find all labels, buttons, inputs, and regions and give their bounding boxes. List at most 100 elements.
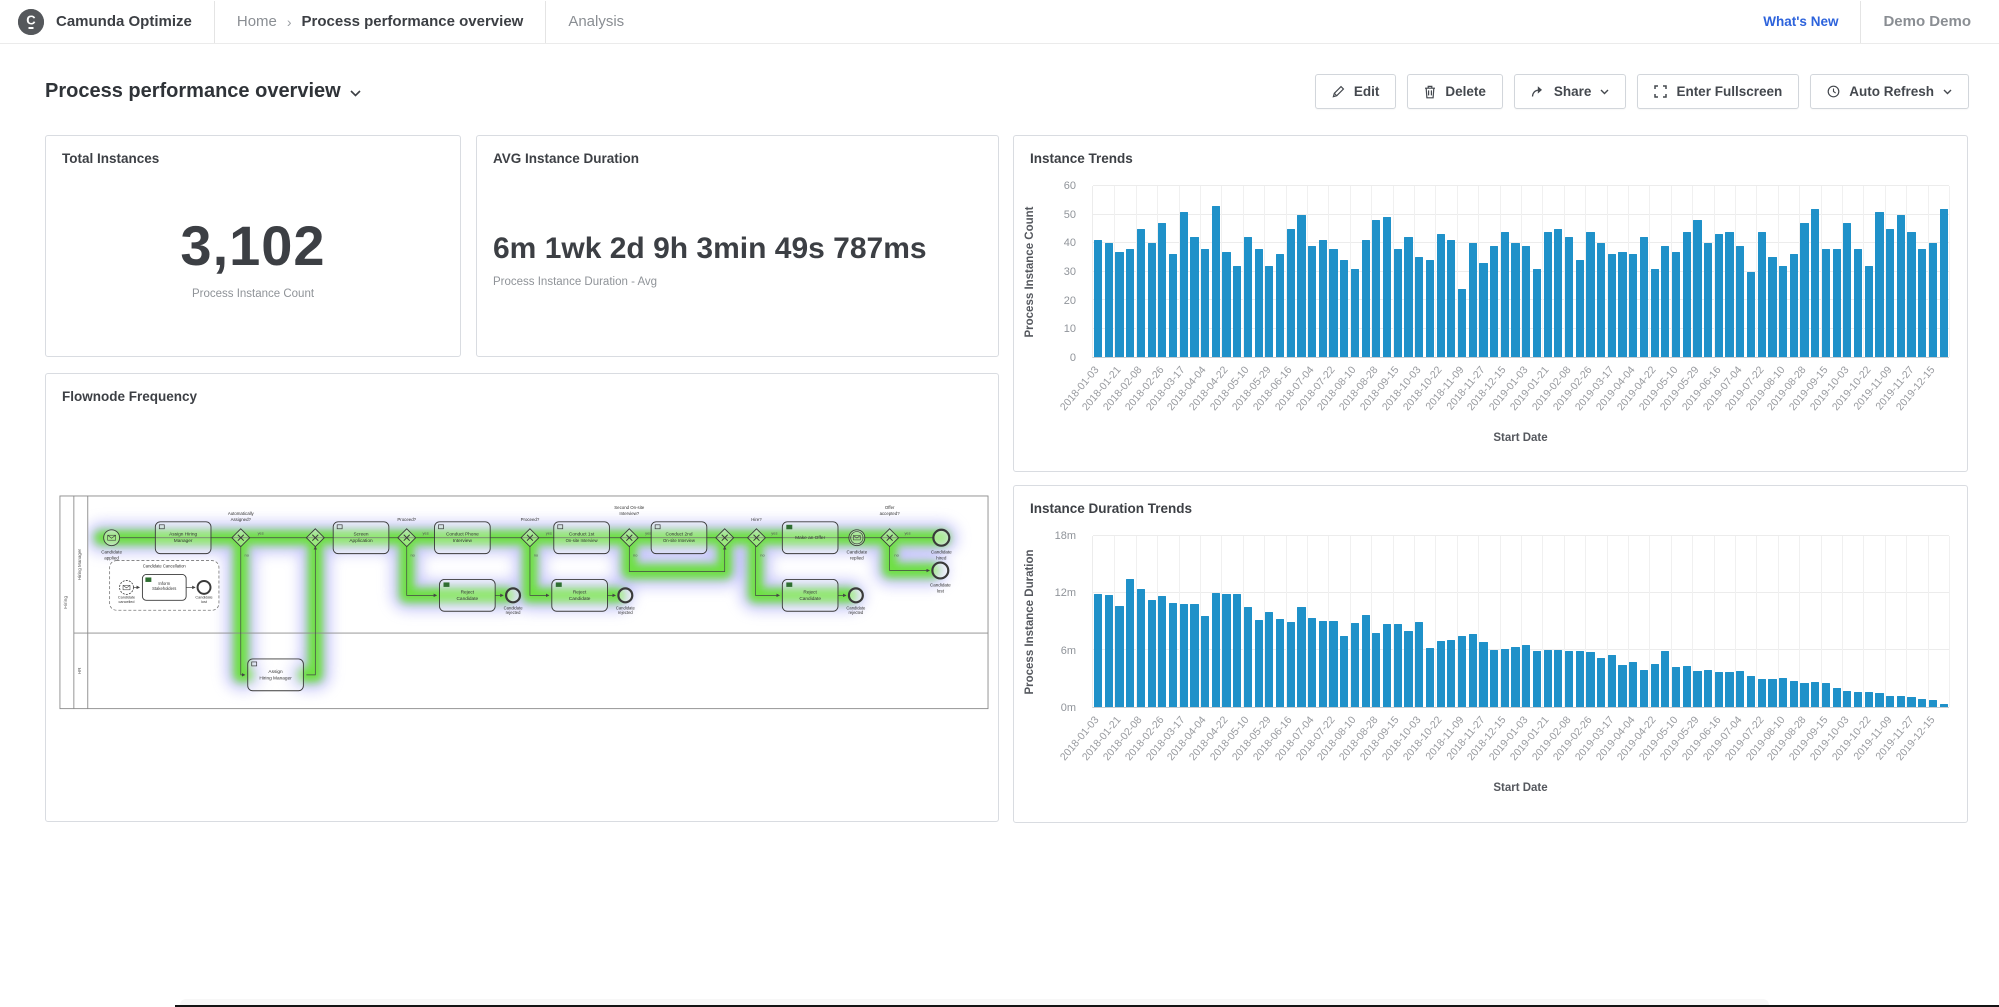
y-tick-label: 12m (1054, 587, 1076, 600)
total-instances-caption: Process Instance Count (191, 288, 315, 300)
bar (1404, 237, 1413, 357)
gridline (1200, 186, 1201, 357)
bar (1682, 231, 1691, 357)
bar (1554, 650, 1563, 707)
gridline (1285, 186, 1287, 357)
tab-analysis[interactable]: Analysis (568, 13, 625, 30)
gridline (1285, 536, 1287, 707)
bar (1201, 248, 1210, 357)
total-instances-card: Total Instances 3,102 Process Instance C… (45, 135, 461, 357)
bar (1136, 228, 1146, 357)
bar (1843, 690, 1852, 707)
bars (1093, 186, 1949, 357)
chevron-down-icon (1943, 89, 1952, 94)
bpmn-label: Candidate (504, 605, 524, 610)
camunda-logo-icon[interactable]: C (18, 8, 44, 35)
y-tick-label: 18m (1054, 530, 1076, 542)
bar (1211, 205, 1220, 357)
gridline (1906, 186, 1908, 357)
bpmn-label: Conduct Phone (446, 532, 479, 538)
bpmn-label: Hire? (751, 517, 762, 522)
bar (1564, 650, 1574, 707)
dashboard-title-dropdown[interactable]: Process performance overview (45, 80, 361, 103)
bar (1746, 271, 1756, 357)
gridline (1670, 536, 1672, 707)
gridline (1884, 186, 1886, 357)
bar (1736, 245, 1745, 357)
task-hr-assign-hiring-manager (247, 658, 304, 692)
gridline (1863, 536, 1865, 707)
bar (1736, 670, 1745, 707)
bpmn-label: Candidate (930, 582, 951, 587)
auto-refresh-button[interactable]: Auto Refresh (1810, 74, 1969, 109)
whats-new-link[interactable]: What's New (1763, 14, 1839, 29)
bar (1586, 231, 1595, 357)
bar (1714, 234, 1723, 357)
bar (1543, 650, 1552, 707)
enter-fullscreen-button[interactable]: Enter Fullscreen (1637, 74, 1800, 109)
bpmn-label: no (245, 553, 250, 558)
breadcrumb: Home › Process performance overview (237, 13, 523, 30)
bpmn-label: no (534, 553, 539, 558)
bpmn-label: Assign Hiring (169, 532, 197, 538)
y-tick-label: 10 (1063, 323, 1076, 336)
bar (1789, 254, 1798, 357)
end-event-candidate-rejected-3 (847, 587, 864, 604)
gridline (1521, 536, 1522, 707)
bpmn-tasks (141, 521, 839, 692)
bpmn-label: yes (771, 531, 777, 536)
bpmn-label: Application (349, 538, 373, 544)
gridline (1093, 535, 1949, 536)
toolbar: Edit Delete Share Enter Fullscreen Auto … (1314, 74, 1969, 109)
bar (1704, 243, 1713, 357)
bpmn-label: Candidate (616, 605, 636, 610)
y-axis-title: Process Instance Count (1024, 206, 1036, 338)
share-button[interactable]: Share (1513, 74, 1627, 109)
bpmn-label: Interview? (619, 511, 639, 516)
bar (1286, 228, 1295, 357)
nav-divider (1860, 0, 1862, 43)
bar (1939, 208, 1948, 357)
bar (1168, 602, 1178, 707)
gridline (1927, 186, 1929, 357)
gridline (1135, 536, 1137, 707)
bar (1329, 248, 1338, 357)
bar (1939, 704, 1948, 707)
gridline (1756, 536, 1758, 707)
delete-button[interactable]: Delete (1407, 74, 1503, 109)
gridline (1328, 536, 1330, 707)
clock-icon (1827, 85, 1840, 98)
nav-divider (545, 0, 547, 43)
bar (1821, 683, 1831, 707)
bpmn-label: Reject (573, 589, 587, 595)
bar (1147, 599, 1156, 707)
bar (1853, 248, 1863, 357)
bar (1393, 248, 1402, 357)
bpmn-label: yes (258, 531, 264, 536)
bar (1104, 243, 1113, 357)
chevron-down-icon (350, 89, 361, 97)
bar (1629, 254, 1638, 357)
bar (1532, 650, 1542, 707)
bpmn-label: Reject (803, 589, 817, 595)
bar (1254, 619, 1263, 707)
gridline (1456, 186, 1458, 357)
bpmn-label: Make an Offer (795, 535, 825, 541)
bar (1554, 228, 1563, 357)
breadcrumb-home-link[interactable]: Home (236, 13, 277, 30)
gridline (1135, 186, 1137, 357)
edit-button[interactable]: Edit (1314, 74, 1397, 109)
user-menu[interactable]: Demo Demo (1883, 13, 1971, 30)
y-tick-label: 0 (1069, 352, 1076, 364)
gridline (1200, 536, 1201, 707)
bar (1511, 647, 1520, 707)
pencil-icon (1332, 85, 1345, 98)
gridline (1735, 186, 1736, 357)
gridline (1414, 536, 1415, 707)
bpmn-label: Hiring Manager (77, 548, 82, 580)
gridline (1349, 186, 1351, 357)
svg-text:C: C (26, 12, 36, 27)
bpmn-label: Candidate Cancellation (143, 564, 187, 569)
x-axis-labels: 2018-01-03 2018-01-21 2018-02-08 2018-02-26… (1058, 708, 1949, 780)
gridline (1649, 536, 1651, 707)
